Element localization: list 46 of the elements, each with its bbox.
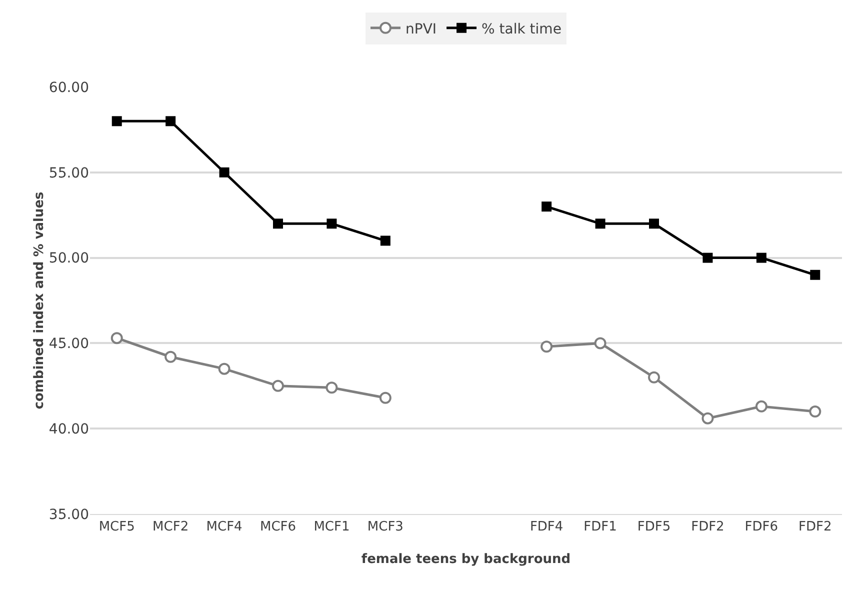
x-tick-label: FDF1	[584, 520, 617, 535]
x-tick-label: MCF6	[260, 520, 296, 535]
point	[219, 167, 230, 178]
legend-label: nPVI	[406, 21, 437, 38]
point	[110, 332, 123, 344]
point	[702, 412, 714, 424]
y-tick-label: 35.00	[48, 506, 89, 523]
point	[595, 218, 606, 229]
x-tick-label: MCF3	[367, 520, 404, 535]
y-tick-label: 40.00	[48, 422, 89, 438]
y-tick-label: 45.00	[48, 336, 89, 352]
point	[380, 236, 390, 246]
point	[810, 270, 820, 280]
x-tick-label: FDF4	[530, 520, 564, 535]
point	[218, 362, 230, 375]
point	[326, 218, 337, 229]
x-tick-label: MCF5	[98, 520, 135, 535]
point	[756, 252, 766, 263]
y-tick-label: 55.00	[48, 165, 89, 182]
point	[273, 218, 283, 229]
point	[542, 202, 552, 212]
x-tick-label: FDF2	[691, 520, 724, 535]
x-axis-title: female teens by background	[361, 552, 571, 567]
x-tick-label: MCF4	[206, 520, 242, 535]
point	[166, 116, 176, 126]
point	[164, 350, 177, 363]
x-tick-label: MCF2	[152, 520, 189, 535]
point	[648, 371, 660, 384]
point	[272, 380, 284, 392]
y-axis-title: combined index and % values	[32, 191, 47, 410]
point	[702, 252, 713, 263]
point	[112, 116, 122, 126]
point	[594, 337, 606, 350]
point	[326, 382, 338, 394]
y-tick-label: 60.00	[48, 80, 89, 96]
point	[755, 400, 768, 412]
x-tick-label: FDF2	[798, 520, 832, 535]
point	[649, 218, 659, 229]
x-tick-label: FDF6	[744, 520, 778, 535]
point	[809, 406, 822, 418]
y-tick-label: 50.00	[48, 250, 89, 267]
point	[379, 392, 392, 404]
x-tick-label: FDF5	[637, 520, 671, 535]
point	[540, 340, 553, 353]
x-tick-label: MCF1	[314, 520, 350, 535]
legend-label: % talk time	[482, 21, 562, 38]
